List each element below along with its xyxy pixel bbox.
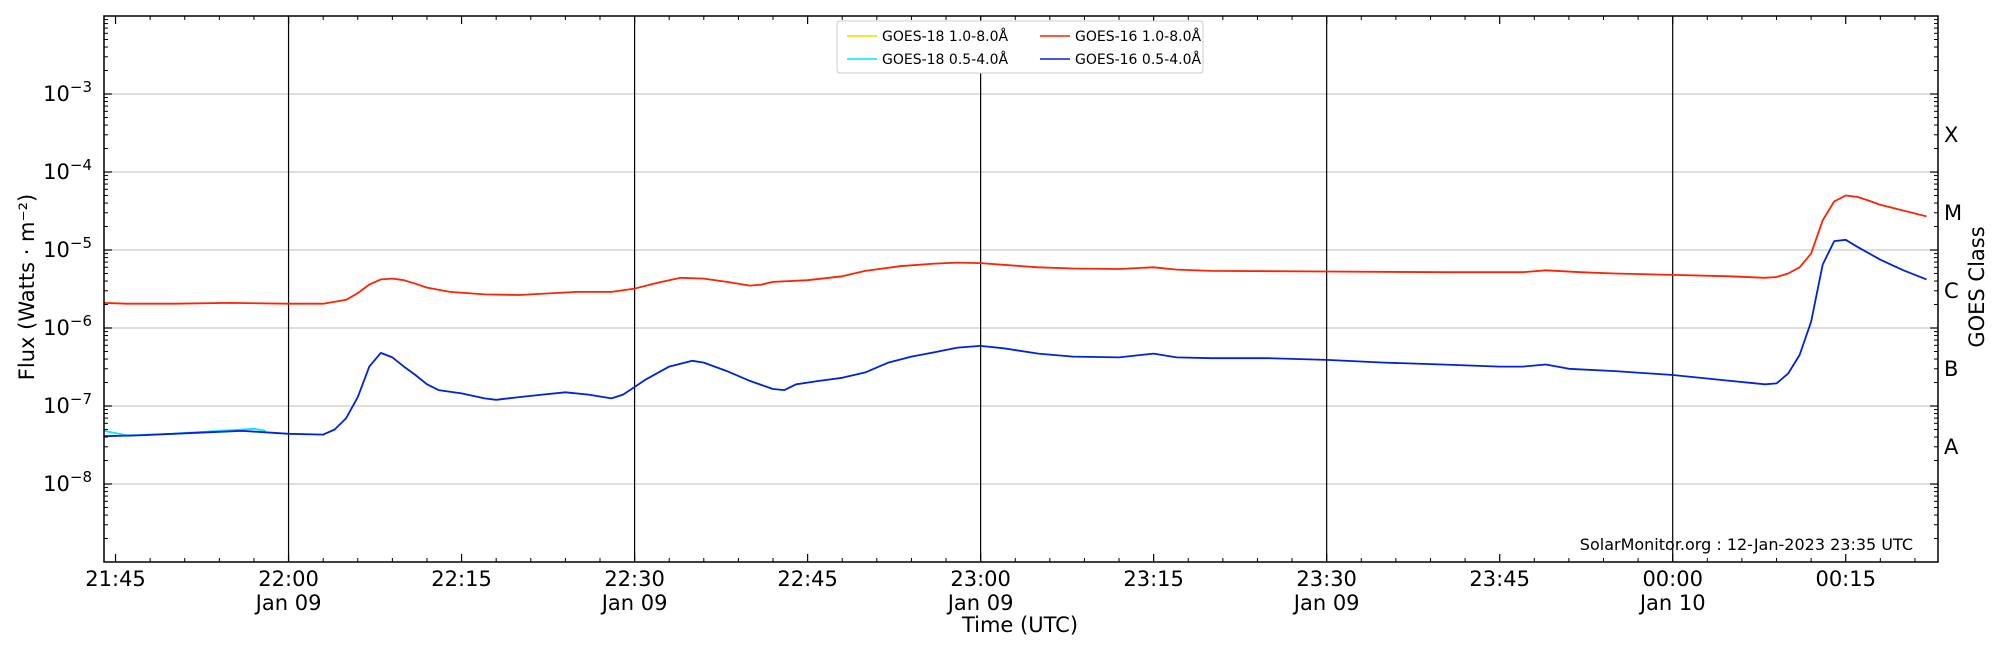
y-tick-base: 10: [43, 394, 70, 418]
x-tick-date-label: Jan 09: [254, 591, 322, 615]
credit-text: SolarMonitor.org : 12-Jan-2023 23:35 UTC: [1580, 535, 1913, 554]
y-tick-base: 10: [43, 160, 70, 184]
y-tick-label: 10−7: [43, 390, 92, 418]
y-tick-base: 10: [43, 238, 70, 262]
goes-class-label: C: [1944, 279, 1959, 303]
legend-entry-label: GOES-16 1.0-8.0Å: [1075, 28, 1201, 45]
y-tick-exponent: −7: [70, 390, 92, 408]
y-axis-ticks: 10−810−710−610−510−410−3: [43, 19, 1938, 540]
y-tick-base: 10: [43, 316, 70, 340]
x-tick-label: 23:15: [1123, 567, 1184, 591]
series-line-3: [103, 238, 1927, 438]
y-tick-exponent: −4: [70, 156, 92, 174]
horizontal-gridlines: [104, 93, 1938, 485]
y-tick-label: 10−6: [43, 312, 92, 340]
goes-class-labels: A B C M X: [1944, 123, 1962, 459]
y-tick-exponent: −3: [70, 78, 92, 96]
x-tick-label: 23:30: [1296, 567, 1357, 591]
x-tick-label: 23:00: [950, 567, 1011, 591]
y-tick-label: 10−3: [43, 78, 92, 106]
y-axis-label: Flux (Watts · m⁻²): [15, 194, 39, 380]
x-tick-date-label: Jan 09: [600, 591, 668, 615]
goes-class-label: B: [1944, 357, 1958, 381]
y-tick-base: 10: [43, 472, 70, 496]
x-tick-label: 22:30: [604, 567, 665, 591]
series-line-2: [103, 194, 1927, 305]
x-tick-label: 22:45: [777, 567, 838, 591]
y-tick-base: 10: [43, 82, 70, 106]
goes-class-label: X: [1944, 123, 1958, 147]
x-tick-date-label: Jan 10: [1638, 591, 1706, 615]
plot-frame: [103, 15, 1939, 563]
legend-entry-label: GOES-16 0.5-4.0Å: [1075, 51, 1201, 68]
vertical-gridlines: [287, 16, 1674, 562]
x-tick-label: 22:00: [258, 567, 319, 591]
x-tick-label: 22:15: [431, 567, 492, 591]
x-tick-date-label: Jan 09: [946, 591, 1014, 615]
legend-entry-label: GOES-18 0.5-4.0Å: [882, 51, 1008, 68]
x-tick-date-label: Jan 09: [1292, 591, 1360, 615]
x-axis-label: Time (UTC): [961, 613, 1078, 637]
x-tick-label: 21:45: [85, 567, 146, 591]
x-tick-label: 23:45: [1469, 567, 1530, 591]
goes-class-label: M: [1944, 201, 1962, 225]
legend: GOES-18 1.0-8.0Å GOES-18 0.5-4.0Å GOES-16 …: [836, 20, 1204, 74]
x-tick-label: 00:00: [1642, 567, 1703, 591]
legend-box: [836, 20, 1204, 74]
y2-axis-label: GOES Class: [1965, 226, 1989, 347]
y-tick-exponent: −8: [70, 468, 92, 486]
goes-class-label: A: [1944, 435, 1959, 459]
y-tick-exponent: −5: [70, 234, 92, 252]
y-tick-label: 10−8: [43, 468, 92, 496]
y-tick-label: 10−5: [43, 234, 92, 262]
x-tick-label: 00:15: [1815, 567, 1876, 591]
y-tick-label: 10−4: [43, 156, 92, 184]
y-tick-exponent: −6: [70, 312, 92, 330]
series-lines: [103, 194, 1927, 438]
legend-entry-label: GOES-18 1.0-8.0Å: [882, 28, 1008, 45]
